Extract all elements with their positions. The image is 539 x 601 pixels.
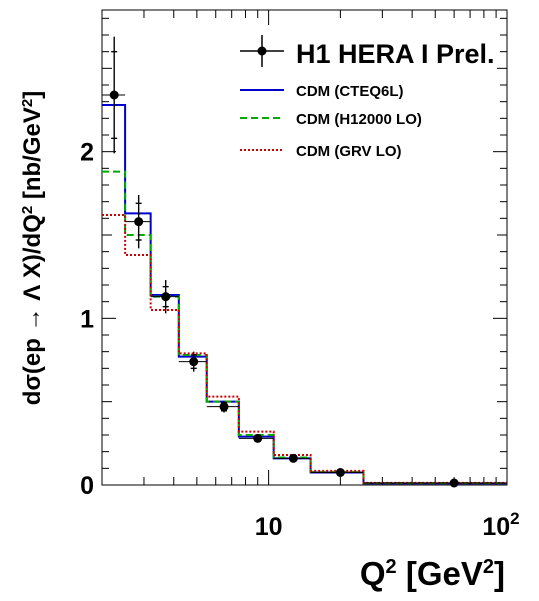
legend-data-marker [257,46,267,56]
data-point [150,280,179,314]
legend-label: CDM (H12000 LO) [296,111,422,128]
data-marker [335,468,345,477]
axis-title-part: ] [494,555,505,592]
data-point [206,400,239,413]
axis-title-part: Q [360,555,386,592]
legend-label: H1 HERA I Prel. [296,39,495,69]
data-marker [161,292,171,302]
data-marker [189,357,199,367]
data-marker [253,433,263,443]
y-tick-label: 0 [80,472,94,500]
data-points [102,36,507,488]
data-marker [449,478,459,488]
axis-ticks [102,10,508,486]
x-tick-label: 102 [482,509,519,541]
legend: H1 HERA I Prel. CDM (CTEQ6L) CDM (H12000 L… [240,35,495,160]
data-point [238,433,274,443]
data-marker [288,453,298,463]
y-tick-labels: 0 1 2 [80,139,94,500]
plot-frame [101,9,508,486]
data-point [310,468,364,477]
axis-title-superscript: 2 [19,99,36,107]
legend-label: CDM (GRV LO) [296,143,402,160]
axis-title-part: ] [19,91,46,99]
axis-title-part: dσ(ep → Λ X)/dQ [19,214,46,405]
x-axis-title: Q2 [GeV2] [360,555,505,592]
x-tick-label: 10 [255,513,283,541]
x-tick-exponent: 2 [510,509,519,528]
data-point [125,195,151,249]
data-point [363,478,507,488]
legend-entry-data: H1 HERA I Prel. [240,35,495,69]
legend-entry: CDM (H12000 LO) [240,111,422,128]
data-marker [219,402,229,412]
model-curve-cdm-grv-lo [102,214,507,484]
axis-title-part: [GeV [397,555,483,592]
axis-title-superscript: 2 [19,206,36,214]
data-marker [134,217,144,227]
y-tick-label: 2 [80,139,94,167]
data-point [178,351,207,372]
axis-title-superscript: 2 [483,556,494,578]
y-axis-title: dσ(ep → Λ X)/dQ2 [nb/GeV2] [19,91,46,405]
legend-entry: CDM (CTEQ6L) [240,83,404,100]
axis-title-superscript: 2 [386,556,397,578]
data-point [102,36,126,154]
y-tick-label: 1 [80,305,94,333]
data-marker [109,90,119,100]
x-tick-labels: 10 102 [255,509,520,541]
axis-title-part: [nb/GeV [19,107,46,206]
model-curve-cdm-h12000-lo [102,170,507,485]
legend-label: CDM (CTEQ6L) [296,83,404,100]
legend-entry: CDM (GRV LO) [240,143,402,160]
data-point [273,453,311,463]
